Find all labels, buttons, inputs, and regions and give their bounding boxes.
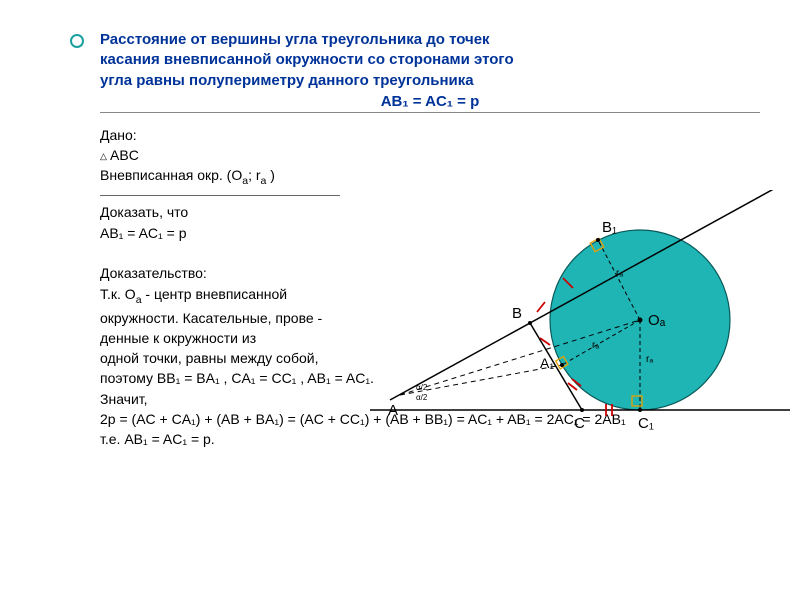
given-rule <box>100 195 340 196</box>
slide-title: Расстояние от вершины угла треугольника … <box>100 30 760 91</box>
label-oa: Oₐ <box>648 312 666 329</box>
label-a1: A₁ <box>540 355 554 371</box>
title-rule <box>100 112 760 113</box>
point-c1 <box>638 408 642 412</box>
given-label: Дано: <box>100 125 760 145</box>
label-alpha2: α/2 <box>416 393 428 402</box>
label-ra3: rₐ <box>592 340 599 351</box>
label-c1: C₁ <box>638 415 654 432</box>
given-abc: △ ABC <box>100 145 760 165</box>
point-c <box>580 408 584 412</box>
label-c: C <box>574 415 585 432</box>
title-bullet <box>70 34 84 48</box>
label-b1: B₁ <box>602 219 617 236</box>
title-l3: угла равны полупериметру данного треугол… <box>100 72 474 89</box>
title-l1: Расстояние от вершины угла треугольника … <box>100 31 490 48</box>
point-a1 <box>560 363 564 367</box>
title-l2: касания вневписанной окружности со сторо… <box>100 51 514 68</box>
title-eq: AB₁ = AC₁ = p <box>100 93 760 110</box>
point-b <box>528 321 532 325</box>
label-ra1: rₐ <box>616 268 623 279</box>
label-b: B <box>512 305 522 322</box>
label-a: A <box>388 402 398 419</box>
geometry-diagram: B₁ B A₁ Oₐ A C C₁ rₐ rₐ rₐ α/2 α/2 <box>370 190 790 450</box>
label-ra2: rₐ <box>646 354 653 365</box>
label-alpha1: α/2 <box>416 383 428 392</box>
point-b1 <box>596 238 600 242</box>
given-circle: Вневписанная окр. (Oa; ra ) <box>100 165 760 189</box>
